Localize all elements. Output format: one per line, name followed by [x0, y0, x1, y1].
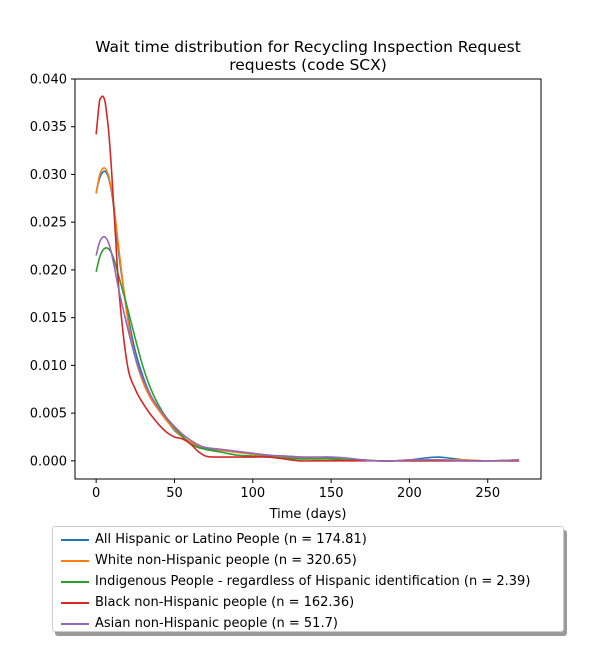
y-tick-label: 0.040 [30, 73, 67, 88]
legend-swatch [61, 559, 89, 562]
series-line-1 [95, 170, 520, 462]
legend-swatch [61, 580, 89, 583]
y-tick-label: 0.030 [30, 168, 67, 183]
legend-swatch [61, 601, 89, 604]
legend-item: Indigenous People - regardless of Hispan… [61, 571, 563, 592]
x-tick-label: 150 [319, 486, 344, 501]
y-tick-label: 0.035 [30, 120, 67, 135]
x-tick-label: 100 [240, 486, 265, 501]
x-axis: 0 50 100 150 200 250 [92, 479, 500, 501]
legend-label: All Hispanic or Latino People (n = 174.8… [95, 532, 367, 547]
y-tick-label: 0.000 [30, 454, 67, 469]
y-tick-label: 0.020 [30, 263, 67, 278]
x-tick-label: 50 [166, 486, 183, 501]
legend-item: White non-Hispanic people (n = 320.65) [61, 550, 563, 571]
chart-title-line-1: Wait time distribution for Recycling Ins… [95, 38, 521, 56]
x-tick-label: 200 [397, 486, 422, 501]
legend-label: Asian non-Hispanic people (n = 51.7) [95, 616, 338, 631]
legend: All Hispanic or Latino People (n = 174.8… [52, 526, 564, 632]
y-tick-label: 0.015 [30, 311, 67, 326]
y-axis: 0.000 0.005 0.010 0.015 0.020 0.025 0.030 0.035… [30, 73, 75, 469]
y-tick-label: 0.025 [30, 216, 67, 231]
legend-label: Black non-Hispanic people (n = 162.36) [95, 595, 355, 610]
legend-item: Black non-Hispanic people (n = 162.36) [61, 592, 563, 613]
y-tick-label: 0.010 [30, 359, 67, 374]
chart-title-line-2: requests (code SCX) [229, 56, 387, 74]
series-line-2 [95, 166, 520, 462]
legend-item: All Hispanic or Latino People (n = 174.8… [61, 529, 563, 550]
series-layer [95, 95, 520, 462]
y-tick-label: 0.005 [30, 407, 67, 422]
series-line-5 [95, 235, 520, 462]
plot-frame [74, 78, 542, 480]
series-line-3 [95, 247, 520, 462]
x-axis-label: Time (days) [269, 507, 347, 522]
x-tick-label: 0 [92, 486, 100, 501]
legend-swatch [61, 538, 89, 541]
legend-item: Asian non-Hispanic people (n = 51.7) [61, 613, 563, 634]
legend-label: Indigenous People - regardless of Hispan… [95, 574, 531, 589]
x-tick-label: 250 [475, 486, 500, 501]
legend-swatch [61, 622, 89, 625]
series-line-4 [95, 95, 520, 462]
legend-label: White non-Hispanic people (n = 320.65) [95, 553, 357, 568]
